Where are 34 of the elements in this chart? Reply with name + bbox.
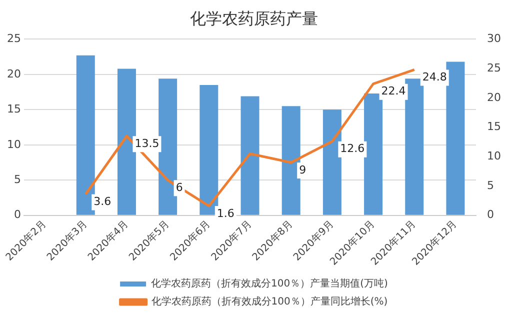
bar <box>76 55 95 215</box>
y2-tick-label: 0 <box>487 208 494 222</box>
bar <box>240 96 260 215</box>
y-tick-label: 25 <box>6 32 21 46</box>
bar <box>282 106 300 215</box>
legend-label: 化学农药原药（折有效成分100％）产量当期值(万吨) <box>151 278 388 290</box>
y-tick-label: 20 <box>6 67 21 80</box>
y-tick-label: 0 <box>14 208 21 222</box>
bar <box>158 78 178 215</box>
y2-tick-label: 30 <box>487 32 502 46</box>
y2-tick-label: 20 <box>487 90 502 104</box>
bar <box>200 85 218 215</box>
y2-tick-label: 15 <box>487 120 502 134</box>
y-tick-label: 15 <box>6 102 21 116</box>
bar <box>322 110 342 215</box>
data-label: 3.6 <box>94 195 112 208</box>
data-label: 13.5 <box>134 136 160 150</box>
bar <box>117 68 136 215</box>
data-label: 9 <box>299 163 306 176</box>
y2-tick-label: 25 <box>487 61 502 74</box>
y2-tick-label: 10 <box>487 150 502 163</box>
y-tick-label: 10 <box>6 138 21 151</box>
data-label: 6 <box>176 181 183 194</box>
y-tick-label: 5 <box>14 173 21 186</box>
chart-title: 化学农药原药产量 <box>190 8 318 28</box>
bar <box>364 93 383 215</box>
data-label: 24.8 <box>422 70 447 84</box>
legend-label: 化学农药原药（折有效成分100％）产量同比增长(%) <box>151 296 388 308</box>
bar <box>446 62 465 215</box>
data-label: 22.4 <box>381 84 406 98</box>
bar <box>405 78 424 215</box>
data-label: 12.6 <box>340 142 365 156</box>
y2-tick-label: 5 <box>487 178 494 192</box>
data-label: 1.6 <box>216 206 234 220</box>
